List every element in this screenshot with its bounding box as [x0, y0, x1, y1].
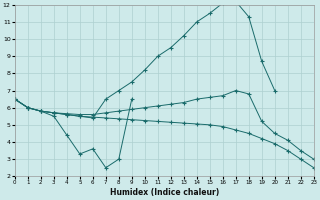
X-axis label: Humidex (Indice chaleur): Humidex (Indice chaleur) — [110, 188, 219, 197]
